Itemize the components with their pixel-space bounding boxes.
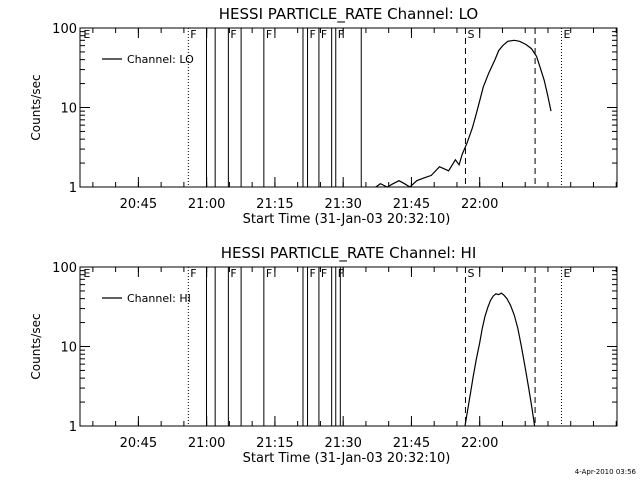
legend-label: Channel: LO (127, 53, 194, 66)
event-marker-e: E (563, 28, 570, 41)
event-marker-f: F (230, 28, 236, 41)
data-series-line (375, 39, 552, 187)
event-marker-f: F (310, 267, 316, 280)
y-tick-label: 10 (60, 341, 77, 356)
event-marker-f: F (338, 28, 344, 41)
event-marker-e: E (563, 267, 570, 280)
event-marker-s: S (467, 28, 474, 41)
y-tick-label: 1 (69, 181, 77, 196)
x-tick-label: 20:45 (120, 436, 157, 451)
event-marker-e: E (83, 28, 90, 41)
plot-frame (79, 266, 618, 427)
data-series-line (464, 292, 536, 426)
y-axis-label: Counts/sec (29, 313, 43, 379)
x-tick-label: 21:00 (188, 197, 225, 212)
x-tick-label: 21:45 (393, 436, 430, 451)
timestamp-label: 4-Apr-2010 03:56 (574, 468, 636, 476)
y-axis-label: Counts/sec (29, 74, 43, 140)
y-tick-label: 100 (52, 261, 77, 276)
event-marker-f: F (310, 28, 316, 41)
panel-lo: HESSI PARTICLE_RATE Channel: LO Start Tim… (29, 5, 618, 227)
event-lines (187, 28, 562, 187)
event-marker-f: F (266, 267, 272, 280)
y-tick-label: 100 (52, 22, 77, 37)
event-marker-f: F (321, 28, 327, 41)
event-marker-e: E (83, 267, 90, 280)
x-axis-label: Start Time (31-Jan-03 20:32:10) (243, 212, 451, 227)
x-tick-label: 21:15 (256, 197, 293, 212)
panel-hi: HESSI PARTICLE_RATE Channel: HI Start Tim… (29, 244, 618, 466)
event-marker-f: F (266, 28, 272, 41)
event-marker-f: F (230, 267, 236, 280)
y-tick-label: 1 (69, 420, 77, 435)
y-tick-label: 10 (60, 102, 77, 117)
x-tick-label: 21:30 (324, 436, 361, 451)
x-axis-label: Start Time (31-Jan-03 20:32:10) (243, 451, 451, 466)
x-tick-label: 22:00 (461, 436, 498, 451)
x-tick-label: 20:45 (120, 197, 157, 212)
event-marker-f: F (321, 267, 327, 280)
plot-frame (79, 27, 618, 188)
event-lines (187, 267, 562, 426)
x-tick-label: 21:15 (256, 436, 293, 451)
x-tick-label: 21:00 (188, 436, 225, 451)
chart-title: HESSI PARTICLE_RATE Channel: LO (219, 5, 478, 24)
event-marker-f: F (338, 267, 344, 280)
event-marker-s: S (467, 267, 474, 280)
x-tick-label: 21:45 (393, 197, 430, 212)
x-tick-label: 22:00 (461, 197, 498, 212)
chart-title: HESSI PARTICLE_RATE Channel: HI (221, 244, 477, 263)
event-marker-f: F (190, 267, 196, 280)
x-tick-label: 21:30 (324, 197, 361, 212)
event-marker-f: F (190, 28, 196, 41)
legend-label: Channel: HI (127, 292, 191, 305)
